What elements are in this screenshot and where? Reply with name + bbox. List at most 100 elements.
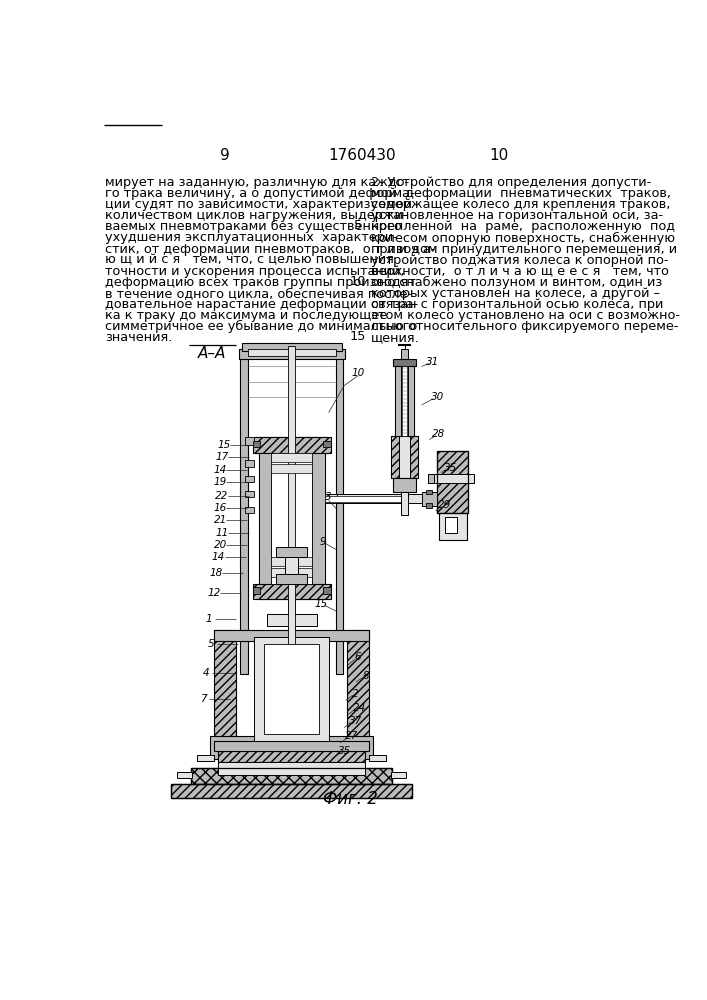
Text: ваемых пневмотраками без существенного: ваемых пневмотраками без существенного [105, 220, 402, 233]
Text: 28: 28 [432, 429, 445, 439]
Bar [428, 474, 434, 483]
Bar [259, 437, 271, 599]
Bar [438, 513, 467, 540]
Bar [391, 772, 406, 778]
Text: 5: 5 [354, 219, 362, 232]
Text: точности и ускорения процесса испытаний,: точности и ускорения процесса испытаний, [105, 265, 405, 278]
Bar [214, 741, 369, 751]
Text: значения.: значения. [105, 331, 173, 344]
Bar [325, 494, 402, 503]
Bar [271, 568, 312, 577]
Text: оно снабжено ползуном и винтом, один из: оно снабжено ползуном и винтом, один из [371, 276, 662, 289]
Bar [271, 453, 312, 462]
Text: деформацию всех траков группы производят: деформацию всех траков группы производят [105, 276, 416, 289]
Text: 29: 29 [438, 500, 452, 510]
Text: приводом принудительного перемещения, и: приводом принудительного перемещения, и [371, 243, 677, 256]
Text: 11: 11 [215, 528, 228, 538]
Bar [191, 768, 392, 784]
Bar [191, 768, 392, 784]
Text: 7: 7 [200, 694, 206, 704]
Bar [276, 574, 307, 584]
Bar [218, 768, 365, 774]
Bar [347, 630, 369, 751]
Text: 3: 3 [325, 492, 332, 502]
Bar [242, 343, 341, 351]
Text: 30: 30 [431, 392, 444, 402]
Text: симметричное ее убывание до минимального: симметричное ее убывание до минимального [105, 320, 418, 333]
Bar [401, 492, 409, 515]
Text: А–А: А–А [198, 346, 226, 361]
Text: 10: 10 [489, 148, 509, 163]
Bar [445, 517, 457, 533]
Text: 21: 21 [214, 515, 227, 525]
Text: ухудшения эксплуатационных  характери-: ухудшения эксплуатационных характери- [105, 231, 398, 244]
Bar [214, 630, 235, 751]
Text: 1760430: 1760430 [328, 148, 396, 163]
Text: мой  деформации  пневматических  траков,: мой деформации пневматических траков, [371, 187, 671, 200]
Bar [252, 437, 331, 453]
Text: в течение одного цикла, обеспечивая после-: в течение одного цикла, обеспечивая посл… [105, 287, 413, 300]
Bar [245, 437, 255, 445]
Text: го трака величину, а о допустимой деформа-: го трака величину, а о допустимой деформ… [105, 187, 415, 200]
Bar [402, 366, 407, 436]
Bar [323, 587, 331, 594]
Bar [393, 359, 416, 366]
Bar [428, 474, 474, 483]
Bar [437, 451, 468, 513]
Text: ка к траку до максимума и последующее: ка к траку до максимума и последующее [105, 309, 388, 322]
Bar [264, 644, 320, 734]
Bar [395, 366, 414, 436]
Text: 20: 20 [214, 540, 227, 550]
Bar [210, 736, 373, 759]
Text: ции судят по зависимости, характеризуемой: ции судят по зависимости, характеризуемо… [105, 198, 412, 211]
Bar [245, 476, 255, 482]
Text: устройство поджатия колеса к опорной по-: устройство поджатия колеса к опорной по- [371, 254, 669, 267]
Text: 18: 18 [209, 568, 223, 578]
Bar [288, 346, 295, 674]
Bar [245, 507, 255, 513]
Bar [271, 464, 312, 473]
Bar [171, 784, 411, 798]
Text: 1: 1 [206, 614, 213, 624]
Bar [421, 492, 437, 506]
Text: крепленной  на  раме,  расположенную  под: крепленной на раме, расположенную под [371, 220, 675, 233]
Text: 17: 17 [215, 452, 228, 462]
Text: 22: 22 [215, 491, 228, 501]
Text: этом колесо установлено на оси с возможно-: этом колесо установлено на оси с возможн… [371, 309, 680, 322]
Bar [288, 599, 296, 707]
Text: 10: 10 [350, 275, 366, 288]
Bar [426, 490, 433, 494]
Bar [271, 453, 312, 584]
Text: Фиг. 2: Фиг. 2 [323, 790, 378, 808]
Bar [248, 349, 336, 674]
Bar [252, 584, 331, 599]
Bar [239, 349, 345, 359]
Bar [395, 366, 401, 436]
Text: 14: 14 [212, 552, 226, 562]
Bar [177, 772, 192, 778]
Text: мирует на заданную, различную для каждо-: мирует на заданную, различную для каждо- [105, 176, 409, 189]
Text: 27: 27 [345, 731, 358, 741]
Text: 14: 14 [214, 465, 227, 475]
Bar [402, 349, 408, 359]
Bar [252, 587, 260, 594]
Bar [437, 451, 468, 513]
Bar [267, 614, 317, 626]
Text: 8: 8 [363, 671, 369, 681]
Text: 5: 5 [208, 639, 214, 649]
Bar [255, 637, 329, 741]
Text: 12: 12 [207, 588, 221, 598]
Text: 2. Устройство для определения допусти-: 2. Устройство для определения допусти- [371, 176, 651, 189]
Text: связан с горизонтальной осью колеса, при: связан с горизонтальной осью колеса, при [371, 298, 664, 311]
Text: 9: 9 [319, 537, 326, 547]
Text: содержащее колесо для крепления траков,: содержащее колесо для крепления траков, [371, 198, 671, 211]
Bar [337, 494, 437, 503]
Text: 2: 2 [352, 689, 359, 699]
Text: 16: 16 [214, 503, 227, 513]
Bar [392, 436, 399, 478]
Text: ю щ и й с я   тем, что, с целью повышения: ю щ и й с я тем, что, с целью повышения [105, 254, 395, 267]
Bar [252, 441, 260, 447]
Text: довательное нарастание деформации от тра-: довательное нарастание деформации от тра… [105, 298, 419, 311]
Text: 15: 15 [314, 599, 327, 609]
Text: 35: 35 [337, 746, 351, 756]
